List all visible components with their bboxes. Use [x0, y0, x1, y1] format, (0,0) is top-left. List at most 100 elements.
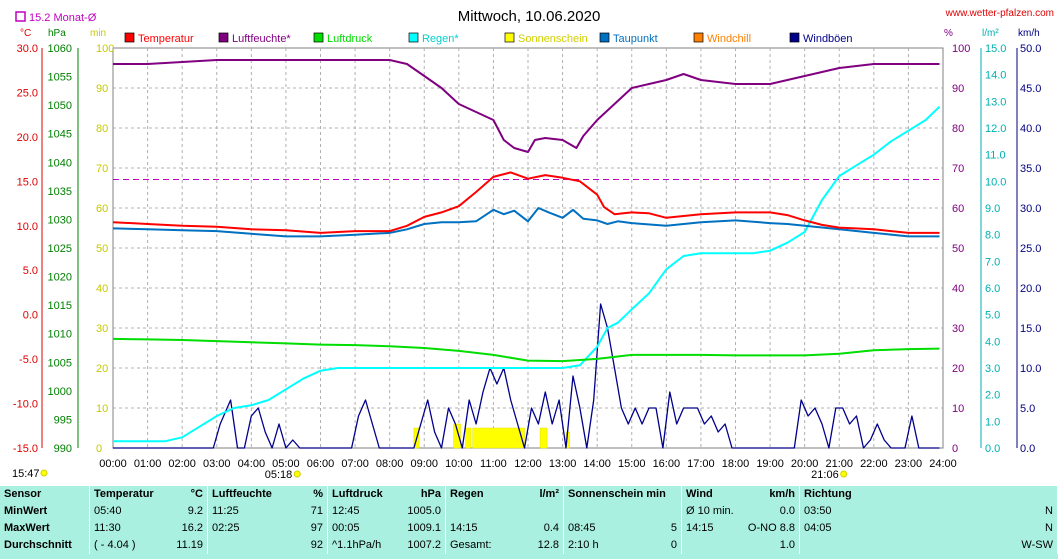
x-axis-tick: 00:00	[99, 458, 127, 470]
series-line-temperatur	[112, 171, 940, 234]
stats-cell-value: 1007.2	[407, 539, 441, 551]
pressure-axis-tick: 1045	[48, 129, 72, 141]
humidity-axis-tick: 60	[952, 203, 964, 215]
x-axis-tick: 18:00	[722, 458, 750, 470]
rain-axis-tick: 1.0	[985, 416, 1000, 428]
series-line-regen	[113, 105, 941, 443]
temp-axis-tick: 30.0	[17, 43, 38, 55]
sunshine-axis-tick: 30	[96, 323, 108, 335]
rain-axis-tick: 15.0	[985, 43, 1006, 55]
pressure-axis-tick: 1050	[48, 100, 72, 112]
stats-cell-label: 2:10 h	[568, 539, 599, 551]
x-axis-tick: 12:00	[514, 458, 542, 470]
legend-label: Taupunkt	[613, 33, 658, 45]
stats-cell	[450, 503, 559, 520]
x-axis-tick: 15:00	[618, 458, 646, 470]
rain-axis-tick: 6.0	[985, 283, 1000, 295]
wind-axis-tick: 0.0	[1020, 443, 1035, 455]
stats-header-unit: °C	[190, 488, 203, 500]
sunshine-axis-tick: 100	[96, 43, 114, 55]
sunshine-axis-tick: 0	[96, 443, 102, 455]
wind-axis-tick: 50.0	[1020, 43, 1041, 55]
humidity-axis-tick: 0	[952, 443, 958, 455]
stats-cell-label: 02:25	[212, 522, 240, 534]
stats-cell-label: 12:45	[332, 505, 360, 517]
series-line-luftfeuchte	[113, 59, 940, 153]
stats-cell	[568, 503, 677, 520]
stats-cell-value: 0.0	[779, 505, 795, 517]
axis-unit-left: min	[90, 28, 106, 39]
legend-swatch	[218, 32, 229, 43]
legend-label: Sonnenschein	[518, 33, 588, 45]
rain-axis-tick: 14.0	[985, 70, 1006, 82]
stats-cell: 14:15 0.4	[450, 520, 559, 537]
stats-cell-label: Gesamt:	[450, 539, 492, 551]
stats-header-label: Richtung	[804, 488, 852, 500]
wind-axis-tick: 15.0	[1020, 323, 1041, 335]
stats-column: Sensor MinWert MaxWert Durchschnitt	[0, 486, 90, 554]
legend-label: Regen*	[422, 33, 459, 45]
chart-title: Mittwoch, 10.06.2020	[458, 8, 601, 25]
pressure-axis-tick: 1000	[48, 386, 72, 398]
stats-cell-value: 1005.0	[407, 505, 441, 517]
stats-header-label: Sensor	[4, 488, 42, 500]
weather-chart: Mittwoch, 10.06.2020 www.wetter-pfalzen.c…	[12, 8, 1054, 481]
stats-cell-label: 14:15	[686, 522, 714, 534]
x-axis-tick: 17:00	[687, 458, 715, 470]
stats-column: Wind km/h Ø 10 min. 0.0 14:15 O-NO 8.8 1.0	[682, 486, 800, 554]
x-axis-tick: 03:00	[203, 458, 231, 470]
rain-axis-tick: 3.0	[985, 363, 1000, 375]
temp-axis-tick: 5.0	[23, 265, 38, 277]
monthly-avg-label: 15.2 Monat-Ø	[29, 12, 97, 24]
stats-header-label: Sonnenschein min	[568, 488, 666, 500]
legend-label: Windchill	[707, 33, 751, 45]
sunshine-bar	[453, 423, 461, 449]
stats-header: Luftfeuchte%	[212, 486, 323, 503]
stats-cell: Gesamt: 12.8	[450, 537, 559, 554]
humidity-axis-tick: 100	[952, 43, 970, 55]
stats-cell-value: 0.4	[543, 522, 559, 534]
rain-axis-tick: 2.0	[985, 390, 1000, 402]
sunshine-bar	[465, 427, 472, 449]
pressure-axis-tick: 1035	[48, 186, 72, 198]
x-axis-tick: 09:00	[410, 458, 438, 470]
stats-cell-value: W-SW	[1021, 539, 1053, 551]
sunshine-axis-tick: 60	[96, 203, 108, 215]
stats-cell-value: 1.0	[779, 539, 795, 551]
stamp-time: 15:47	[12, 468, 40, 480]
stats-cell: 02:25 97	[212, 520, 323, 537]
stats-cell-label: 03:50	[804, 505, 832, 517]
pressure-axis-tick: 1005	[48, 357, 72, 369]
rain-axis-tick: 9.0	[985, 203, 1000, 215]
x-axis-tick: 07:00	[341, 458, 369, 470]
series-line-luftdruck	[112, 337, 940, 363]
stats-cell: 08:45 5	[568, 520, 677, 537]
stats-header-label: Wind	[686, 488, 713, 500]
rain-axis-tick: 5.0	[985, 310, 1000, 322]
stats-cell-label: Durchschnitt	[4, 539, 72, 551]
axis-unit-left: °C	[20, 28, 31, 39]
stats-header: Wind km/h	[686, 486, 795, 503]
stats-cell-label: 11:25	[212, 505, 239, 517]
stats-cell-label: 04:05	[804, 522, 832, 534]
stats-cell-label: 08:45	[568, 522, 596, 534]
axis-unit-right: l/m²	[982, 28, 999, 39]
x-axis-tick: 06:00	[307, 458, 335, 470]
x-axis-tick: 19:00	[756, 458, 784, 470]
pressure-axis-tick: 1020	[48, 272, 72, 284]
stats-header: Sensor	[4, 486, 85, 503]
stats-header-label: Regen	[450, 488, 484, 500]
pressure-axis-tick: 1060	[48, 43, 72, 55]
stats-cell: 11:25 71	[212, 503, 323, 520]
stats-header-unit: km/h	[769, 488, 795, 500]
stats-column: Richtung 03:50 N 04:05 N W-SW	[800, 486, 1058, 554]
stats-header: Sonnenschein min	[568, 486, 677, 503]
stats-header-label: Luftfeuchte	[212, 488, 272, 500]
stats-header: Temperatur °C	[94, 486, 203, 503]
stats-header-label: Temperatur	[94, 488, 154, 500]
stats-cell-value: 1009.1	[407, 522, 441, 534]
humidity-axis-tick: 70	[952, 163, 964, 175]
stats-grid: Sensor MinWert MaxWert Durchschnitt Temperat…	[0, 486, 1058, 554]
stats-header: Luftdruck hPa	[332, 486, 441, 503]
humidity-axis-tick: 20	[952, 363, 964, 375]
